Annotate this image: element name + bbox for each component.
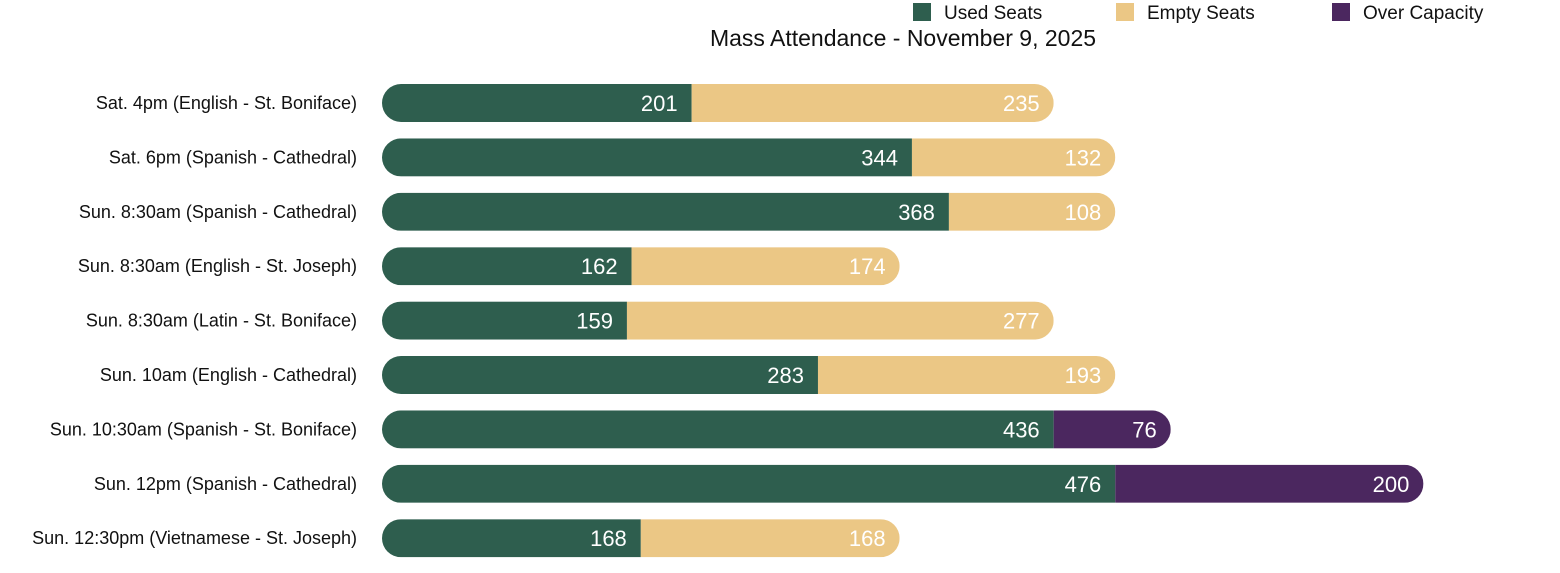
data-label-empty-seats: 193 xyxy=(1065,363,1102,388)
data-label-used-seats: 201 xyxy=(641,91,678,116)
category-label: Sat. 4pm (English - St. Boniface) xyxy=(96,93,357,113)
bar-segment-used-seats xyxy=(382,356,818,394)
legend-label-over-capacity: Over Capacity xyxy=(1363,3,1484,24)
bar-segment-used-seats xyxy=(382,247,632,286)
bar-row: 162 174 xyxy=(382,247,900,286)
data-label-used-seats: 159 xyxy=(576,309,613,334)
data-label-empty-seats: 132 xyxy=(1065,145,1102,170)
data-label-empty-seats: 168 xyxy=(849,526,886,551)
bar-segment-used-seats xyxy=(382,84,692,122)
legend-label-empty-seats: Empty Seats xyxy=(1147,3,1255,24)
category-label: Sun. 8:30am (Spanish - Cathedral) xyxy=(79,202,357,222)
category-label: Sun. 10:30am (Spanish - St. Boniface) xyxy=(50,419,357,439)
bar-segment-used-seats xyxy=(382,138,912,177)
bar-segment-used-seats xyxy=(382,301,627,340)
category-label: Sun. 12:30pm (Vietnamese - St. Joseph) xyxy=(32,528,357,548)
data-label-used-seats: 283 xyxy=(767,363,804,388)
bar-segment-empty-seats xyxy=(626,301,1054,340)
bar-row: 159 277 xyxy=(382,301,1054,340)
chart-legend: Used Seats Empty Seats Over Capacity xyxy=(913,3,1484,24)
data-label-over-capacity: 200 xyxy=(1373,472,1410,497)
bars-group: 201 235 344 132 368 108 162 174 159 277 283 193 436 7… xyxy=(382,84,1424,558)
bar-row: 201 235 xyxy=(382,84,1054,122)
data-label-used-seats: 162 xyxy=(581,254,618,279)
legend-swatch-used-seats xyxy=(913,3,931,21)
bar-segment-empty-seats xyxy=(948,192,1116,231)
data-label-used-seats: 168 xyxy=(590,526,627,551)
bar-segment-empty-seats xyxy=(911,138,1116,177)
data-label-empty-seats: 108 xyxy=(1065,200,1102,225)
data-label-used-seats: 344 xyxy=(861,145,898,170)
bar-segment-used-seats xyxy=(382,519,641,558)
category-label: Sun. 8:30am (English - St. Joseph) xyxy=(78,256,357,276)
bar-row: 344 132 xyxy=(382,138,1116,177)
category-label: Sun. 8:30am (Latin - St. Boniface) xyxy=(86,311,357,331)
legend-swatch-over-capacity xyxy=(1332,3,1350,21)
bar-segment-over-capacity xyxy=(1115,464,1424,503)
chart-title: Mass Attendance - November 9, 2025 xyxy=(710,25,1096,51)
bar-row: 436 76 xyxy=(382,410,1171,449)
bar-row: 168 168 xyxy=(382,519,900,558)
bar-segment-empty-seats xyxy=(640,519,900,558)
data-label-empty-seats: 235 xyxy=(1003,91,1040,116)
category-label: Sun. 10am (English - Cathedral) xyxy=(100,365,357,385)
category-labels: Sat. 4pm (English - St. Boniface) Sat. 6p… xyxy=(32,93,357,548)
bar-row: 283 193 xyxy=(382,356,1116,394)
bar-row: 368 108 xyxy=(382,192,1116,231)
bar-segment-used-seats xyxy=(382,192,949,231)
bar-segment-empty-seats xyxy=(691,84,1054,122)
legend-label-used-seats: Used Seats xyxy=(944,3,1042,24)
data-label-used-seats: 436 xyxy=(1003,417,1040,442)
bar-segment-empty-seats xyxy=(817,356,1116,394)
data-label-empty-seats: 277 xyxy=(1003,309,1040,334)
category-label: Sun. 12pm (Spanish - Cathedral) xyxy=(94,474,357,494)
legend-swatch-empty-seats xyxy=(1116,3,1134,21)
data-label-used-seats: 368 xyxy=(898,200,935,225)
category-label: Sat. 6pm (Spanish - Cathedral) xyxy=(109,147,357,167)
bar-segment-over-capacity xyxy=(1053,410,1171,449)
bar-segment-used-seats xyxy=(382,464,1116,503)
data-label-empty-seats: 174 xyxy=(849,254,886,279)
bar-segment-empty-seats xyxy=(631,247,900,286)
data-label-used-seats: 476 xyxy=(1065,472,1102,497)
data-label-over-capacity: 76 xyxy=(1132,417,1156,442)
bar-segment-used-seats xyxy=(382,410,1054,449)
bar-row: 476 200 xyxy=(382,464,1424,503)
